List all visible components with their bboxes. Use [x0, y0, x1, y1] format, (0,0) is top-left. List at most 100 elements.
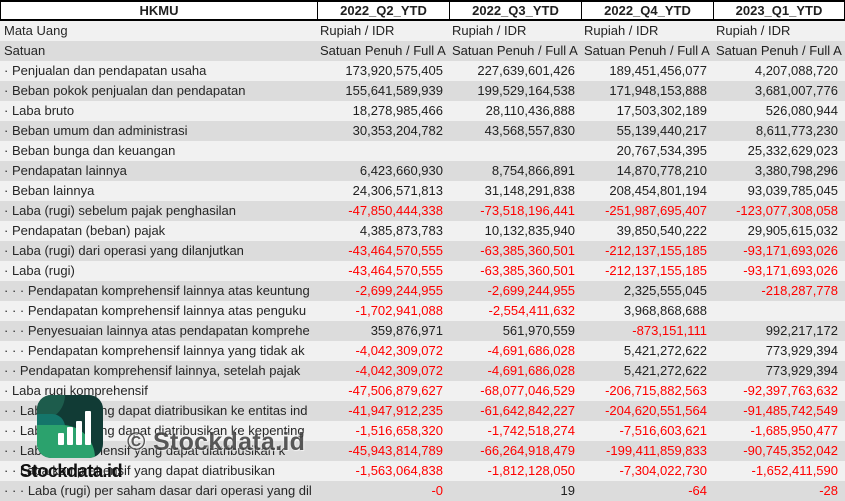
cell-value: -45,943,814,789 [348, 443, 443, 458]
cell-value: 18,278,985,466 [352, 103, 443, 118]
stockdata-logo[interactable]: Stockdata.id [20, 395, 157, 485]
cell-value: Satuan Penuh / Full A [320, 43, 446, 58]
cell-value: 31,148,291,838 [484, 183, 575, 198]
cell-value: 3,681,007,776 [754, 83, 838, 98]
table-row: · Laba (rugi) -43,464,570,555 -63,385,360,… [0, 261, 845, 281]
table-row: · Penjualan dan pendapatan usaha 173,920,… [0, 61, 845, 81]
table-row: · Beban umum dan administrasi 30,353,204,… [0, 121, 845, 141]
table-row: · Pendapatan lainnya 6,423,660,930 8,754,8… [0, 161, 845, 181]
table-row: · · · Laba (rugi) per saham dasar dari o… [0, 481, 845, 501]
cell-value: -68,077,046,529 [480, 383, 575, 398]
cell-value: -93,171,693,026 [743, 243, 838, 258]
cell-value: 5,421,272,622 [623, 343, 707, 358]
cell-value: -4,691,686,028 [487, 363, 575, 378]
cell-value: -64 [688, 483, 707, 498]
cell-value: -28 [819, 483, 838, 498]
cell-value: -92,397,763,632 [743, 383, 838, 398]
cell-value: 173,920,575,405 [345, 63, 443, 78]
cell-value: 19 [560, 483, 575, 498]
cell-value: -47,850,444,338 [348, 203, 443, 218]
table-row: · Laba (rugi) sebelum pajak penghasilan -… [0, 201, 845, 221]
cell-value: 8,611,773,230 [755, 123, 838, 138]
column-header-2022-q2: 2022_Q2_YTD [318, 0, 450, 21]
cell-value: Rupiah / IDR [584, 23, 659, 38]
cell-value: -91,485,742,549 [743, 403, 838, 418]
cell-value: 4,385,873,783 [359, 223, 443, 238]
cell-value [450, 141, 582, 161]
column-header-2022-q3: 2022_Q3_YTD [450, 0, 582, 21]
row-label: · Laba (rugi) dari operasi yang dilanjut… [4, 243, 244, 258]
cell-value: 5,421,272,622 [623, 363, 707, 378]
cell-value: 171,948,153,888 [609, 83, 707, 98]
cell-value: -47,506,879,627 [348, 383, 443, 398]
cell-value: 28,110,436,888 [485, 103, 575, 118]
cell-value: -2,554,411,632 [488, 303, 576, 318]
table-row: Mata Uang Rupiah / IDR Rupiah / IDR Rupiah … [0, 21, 845, 41]
copyright-watermark: © Stockdata.id [127, 428, 306, 456]
cell-value: 10,132,835,940 [484, 223, 575, 238]
row-label: · Penjualan dan pendapatan usaha [4, 63, 207, 78]
cell-value: -4,042,309,072 [355, 363, 443, 378]
row-label: · · · Pendapatan komprehensif lainnya at… [4, 303, 307, 318]
cell-value: -212,137,155,185 [605, 243, 707, 258]
cell-value: -199,411,859,833 [606, 443, 707, 458]
cell-value: -90,745,352,042 [743, 443, 838, 458]
cell-value: 189,451,456,077 [609, 63, 707, 78]
table-row: · · · Pendapatan komprehensif lainnya at… [0, 301, 845, 321]
table-header-row: HKMU 2022_Q2_YTD 2022_Q3_YTD 2022_Q4_YTD… [0, 0, 845, 21]
cell-value: 20,767,534,395 [616, 143, 707, 158]
cell-value: -1,652,411,590 [751, 463, 839, 478]
cell-value: 227,639,601,426 [477, 63, 575, 78]
cell-value [318, 141, 450, 161]
cell-value: -218,287,778 [761, 283, 838, 298]
table-row: · Laba rugi komprehensif -47,506,879,627 -… [0, 381, 845, 401]
cell-value: 55,139,440,217 [616, 123, 707, 138]
logo-wordmark: Stockdata.id [20, 461, 123, 481]
cell-value: -1,685,950,477 [750, 423, 838, 438]
cell-value: 4,207,088,720 [754, 63, 838, 78]
cell-value: -1,742,518,274 [487, 423, 575, 438]
cell-value: 199,529,164,538 [477, 83, 575, 98]
cell-value: 43,568,557,830 [484, 123, 575, 138]
row-label: · Laba rugi komprehensif [4, 383, 148, 398]
cell-value: -43,464,570,555 [348, 243, 443, 258]
table-row: · Laba (rugi) dari operasi yang dilanjut… [0, 241, 845, 261]
row-label: Mata Uang [4, 23, 68, 38]
column-header-2022-q4: 2022_Q4_YTD [582, 0, 714, 21]
row-label: · · Laba komprehensif yang dapat diatrib… [4, 463, 275, 478]
table-row: · Beban bunga dan keuangan 20,767,534,395… [0, 141, 845, 161]
cell-value: -93,171,693,026 [743, 263, 838, 278]
cell-value: -251,987,695,407 [605, 203, 707, 218]
row-label: · Beban bunga dan keuangan [4, 143, 176, 158]
table-row: · Beban pokok penjualan dan pendapatan 15… [0, 81, 845, 101]
cell-value: 24,306,571,813 [352, 183, 443, 198]
table-body: Mata Uang Rupiah / IDR Rupiah / IDR Rupiah … [0, 21, 845, 501]
cell-value: 8,754,866,891 [491, 163, 575, 178]
cell-value: -204,620,551,564 [605, 403, 707, 418]
cell-value: 17,503,302,189 [616, 103, 707, 118]
row-label: · · · Pendapatan komprehensif lainnya at… [4, 283, 310, 298]
table-row: · · Laba komprehensif yang dapat diatrib… [0, 461, 845, 481]
cell-value: -73,518,196,441 [480, 203, 575, 218]
cell-value: -66,264,918,479 [480, 443, 575, 458]
row-label: · Laba (rugi) [4, 263, 75, 278]
row-label: · Laba (rugi) sebelum pajak penghasilan [4, 203, 236, 218]
cell-value: Rupiah / IDR [320, 23, 395, 38]
row-label: · · · Penyesuaian lainnya atas pendapata… [4, 323, 310, 338]
row-label: · · Pendapatan komprehensif lainnya, set… [4, 363, 301, 378]
cell-value: -43,464,570,555 [348, 263, 443, 278]
cell-value: Rupiah / IDR [452, 23, 527, 38]
cell-value: -206,715,882,563 [605, 383, 707, 398]
table-row: · · Laba komprehensif yang dapat diatrib… [0, 441, 845, 461]
table-row: · · · Pendapatan komprehensif lainnya at… [0, 281, 845, 301]
cell-value: -1,516,658,320 [355, 423, 443, 438]
table-row: · Beban lainnya 24,306,571,813 31,148,291,… [0, 181, 845, 201]
row-label: Satuan [4, 43, 46, 58]
cell-value: 14,870,778,210 [616, 163, 707, 178]
cell-value: -1,702,941,088 [355, 303, 443, 318]
cell-value: -7,304,022,730 [619, 463, 707, 478]
cell-value: 155,641,589,939 [345, 83, 443, 98]
column-header-2023-q1: 2023_Q1_YTD [714, 0, 845, 21]
row-label: · Beban pokok penjualan dan pendapatan [4, 83, 246, 98]
cell-value: -0 [431, 483, 443, 498]
